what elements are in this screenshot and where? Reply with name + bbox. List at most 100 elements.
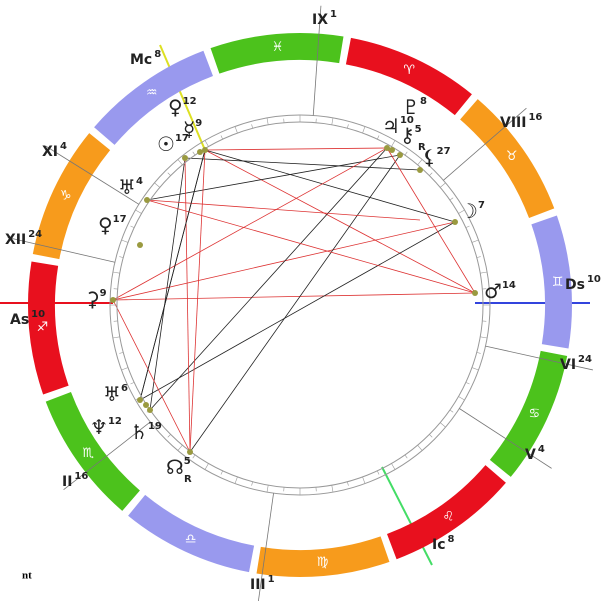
degree-tick bbox=[154, 182, 161, 188]
house-label: Ic 8 bbox=[432, 534, 455, 553]
planet: ♅4 bbox=[118, 175, 143, 199]
house-name: VI bbox=[560, 357, 576, 373]
planet-degree: 9 bbox=[195, 118, 202, 129]
planet-dot bbox=[144, 197, 150, 203]
planet-glyph: ☿ bbox=[183, 117, 195, 141]
zodiac-glyph: ♏ bbox=[82, 446, 94, 461]
degree-tick bbox=[167, 434, 171, 438]
degree-tick bbox=[458, 209, 465, 214]
degree-tick bbox=[458, 396, 465, 401]
planet: ⚷5 bbox=[400, 123, 422, 147]
planet-glyph: ♅ bbox=[103, 382, 121, 406]
house-label: II 16 bbox=[62, 471, 88, 490]
degree-tick bbox=[449, 197, 454, 201]
aspect-lines bbox=[112, 147, 476, 453]
degree-tick bbox=[266, 485, 269, 493]
planet-glyph: ⚳ bbox=[85, 287, 100, 311]
planet-dot bbox=[384, 145, 390, 151]
zodiac-segment bbox=[32, 133, 111, 260]
zodiac-segment bbox=[345, 37, 472, 116]
degree-tick bbox=[465, 382, 470, 385]
planet-degree: 8 bbox=[420, 96, 427, 107]
degree-tick bbox=[377, 135, 380, 140]
degree-tick bbox=[377, 470, 380, 475]
degree-tick bbox=[465, 225, 470, 228]
degree-tick bbox=[449, 409, 454, 413]
degree-tick bbox=[471, 367, 479, 371]
house-label: As 10 bbox=[10, 309, 45, 328]
planet-glyph: ♀ bbox=[98, 213, 113, 237]
zodiac-glyph: ♐ bbox=[37, 320, 49, 335]
degree-tick bbox=[404, 454, 408, 459]
degree-tick bbox=[220, 135, 223, 140]
planet-degree: 14 bbox=[502, 280, 516, 291]
planet: ♂14 bbox=[484, 279, 516, 303]
planet-degree: 17 bbox=[113, 214, 127, 225]
house-label: VIII 16 bbox=[500, 112, 542, 131]
zodiac-segment bbox=[45, 392, 140, 511]
degree-tick bbox=[234, 476, 238, 484]
degree-tick bbox=[119, 352, 124, 354]
planet-degree: 27 bbox=[437, 146, 451, 157]
house-name: XI bbox=[42, 144, 58, 160]
planet: ⚸27 bbox=[422, 145, 451, 169]
ic-line bbox=[381, 466, 433, 566]
house-degree: 16 bbox=[528, 112, 542, 123]
degree-tick bbox=[192, 454, 196, 459]
degree-tick bbox=[251, 124, 253, 129]
degree-tick bbox=[480, 336, 488, 339]
planet-glyph: ♀ bbox=[168, 95, 183, 119]
zodiac-glyph: ♉ bbox=[506, 149, 518, 164]
house-degree: 24 bbox=[28, 229, 42, 240]
degree-tick bbox=[251, 481, 253, 486]
planet: ☽7 bbox=[460, 199, 485, 223]
planet: ♄19 bbox=[130, 420, 162, 444]
house-degree: 4 bbox=[538, 444, 545, 455]
house-cusp bbox=[63, 421, 151, 491]
retrograde: R bbox=[418, 142, 426, 153]
planet-dot bbox=[397, 152, 403, 158]
house-degree: 1 bbox=[268, 574, 275, 585]
house-name: XII bbox=[5, 232, 26, 248]
house-name: III bbox=[250, 577, 266, 593]
planet-glyph: ⚷ bbox=[400, 123, 415, 147]
degree-tick bbox=[439, 182, 446, 188]
house-name: Ic bbox=[432, 537, 446, 553]
planet-dot bbox=[187, 449, 193, 455]
planet-glyph: ♆ bbox=[90, 415, 108, 439]
planet-glyph: ♇ bbox=[402, 95, 420, 119]
degree-tick bbox=[112, 336, 120, 339]
zodiac-glyph: ♈ bbox=[403, 63, 415, 78]
planet-glyph: ☽ bbox=[460, 199, 478, 223]
planet: ☉17 bbox=[157, 132, 189, 156]
planet-dot bbox=[110, 297, 116, 303]
planet-glyph: ♃ bbox=[382, 114, 400, 138]
house-cusp bbox=[7, 237, 115, 263]
degree-tick bbox=[121, 239, 129, 243]
house-name: Ds bbox=[565, 277, 585, 293]
house-cusp bbox=[312, 5, 322, 116]
planet: ♇8 bbox=[402, 95, 427, 119]
house-cusp bbox=[485, 345, 593, 371]
house-cusp bbox=[45, 145, 140, 205]
planet-dot bbox=[197, 149, 203, 155]
degree-tick bbox=[476, 256, 481, 258]
planet-degree: 17 bbox=[175, 133, 189, 144]
planet: ♃10 bbox=[382, 114, 414, 138]
degree-tick bbox=[480, 271, 488, 274]
degree-tick bbox=[204, 463, 209, 470]
degree-tick bbox=[417, 444, 423, 451]
degree-tick bbox=[417, 159, 423, 166]
degree-tick bbox=[362, 126, 366, 134]
zodiac-glyph: ♑ bbox=[60, 188, 72, 203]
degree-tick bbox=[234, 126, 238, 134]
planet: ♀17 bbox=[98, 213, 127, 237]
planet-dot bbox=[137, 242, 143, 248]
inner-circle bbox=[116, 121, 484, 489]
zodiac-segment bbox=[128, 494, 255, 573]
degree-tick bbox=[192, 151, 196, 156]
house-cusp bbox=[459, 408, 552, 469]
house-degree: 10 bbox=[587, 274, 601, 285]
